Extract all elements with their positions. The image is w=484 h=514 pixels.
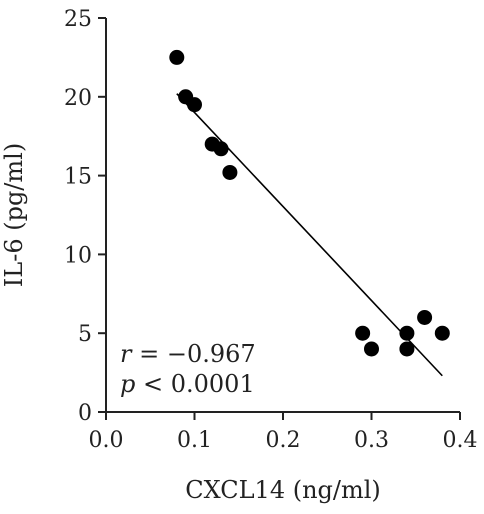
- y-tick-label: 25: [64, 7, 92, 32]
- data-point: [187, 97, 202, 113]
- regression-line: [176, 93, 443, 377]
- data-point: [169, 49, 185, 65]
- data-point: [364, 341, 379, 357]
- data-point: [434, 325, 450, 341]
- x-tick-label: 0.0: [89, 428, 124, 453]
- x-ticks: 0.0 0.1 0.2 0.3 0.4: [89, 412, 478, 453]
- r-statistic: r = −0.967: [120, 340, 256, 368]
- y-tick-label: 10: [64, 243, 92, 268]
- data-points: [169, 49, 450, 357]
- r-value: = −0.967: [131, 340, 255, 368]
- y-axis-title: IL-6 (pg/ml): [0, 143, 28, 287]
- x-tick-label: 0.3: [354, 428, 389, 453]
- x-tick-label: 0.2: [266, 428, 301, 453]
- y-tick-label: 0: [78, 401, 92, 426]
- x-axis-title: CXCL14 (ng/ml): [185, 476, 381, 504]
- p-symbol: p: [120, 370, 135, 398]
- plot-area: 0 5 10 15 20 25 0.0 0.1 0.2 0.3 0.4: [64, 7, 478, 453]
- data-point: [222, 164, 238, 180]
- y-tick-label: 5: [78, 322, 92, 347]
- p-statistic: p < 0.0001: [120, 370, 255, 398]
- data-point: [399, 325, 415, 341]
- y-tick-label: 20: [64, 86, 92, 111]
- y-ticks: 0 5 10 15 20 25: [64, 7, 106, 426]
- x-tick-label: 0.4: [443, 428, 478, 453]
- x-tick-label: 0.1: [177, 428, 212, 453]
- data-point: [213, 141, 229, 157]
- data-point: [417, 309, 433, 325]
- r-symbol: r: [120, 340, 133, 368]
- data-point: [355, 325, 371, 341]
- y-tick-label: 15: [64, 165, 92, 190]
- p-value: < 0.0001: [135, 370, 254, 398]
- data-point: [399, 341, 415, 357]
